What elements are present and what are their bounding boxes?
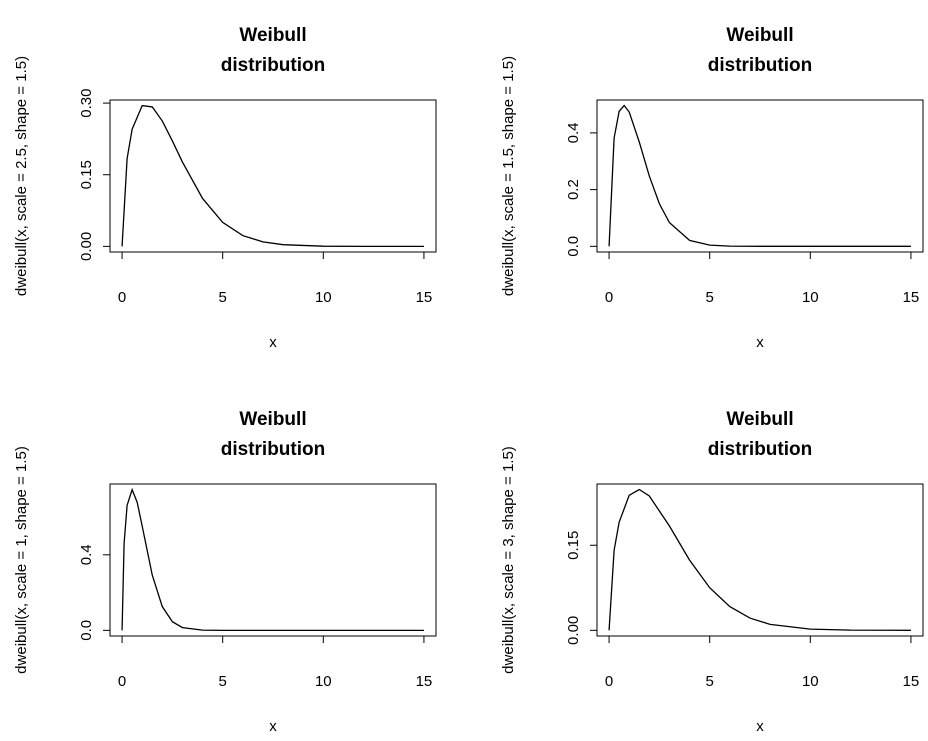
x-tick-label: 10 xyxy=(315,673,332,690)
x-tick-label: 15 xyxy=(416,289,433,306)
plot-frame xyxy=(596,99,924,253)
y-axis-label: dweibull(x, scale = 1, shape = 1.5) xyxy=(13,446,30,674)
y-axis-label: dweibull(x, scale = 2.5, shape = 1.5) xyxy=(13,56,30,296)
y-tick-label: 0.4 xyxy=(78,544,95,565)
plot-frame xyxy=(109,483,437,637)
x-axis-label: x xyxy=(269,334,277,351)
chart-title: distribution xyxy=(708,439,812,460)
x-axis-label: x xyxy=(269,718,277,735)
chart-title: distribution xyxy=(708,55,812,76)
density-line xyxy=(121,104,424,248)
panel: Weibull distribution x dweibull(x, scale = … xyxy=(13,409,437,735)
chart-title: Weibull xyxy=(726,25,793,46)
y-tick-label: 0.00 xyxy=(78,232,95,261)
x-tick-label: 15 xyxy=(416,673,433,690)
chart-title: Weibull xyxy=(726,409,793,430)
x-tick-label: 5 xyxy=(706,673,714,690)
y-tick-label: 0.2 xyxy=(565,179,582,200)
y-axis-label: dweibull(x, scale = 3, shape = 1.5) xyxy=(500,446,517,674)
y-tick-label: 0.4 xyxy=(565,122,582,143)
panel: Weibull distribution x dweibull(x, scale = … xyxy=(500,409,924,735)
plot-frame xyxy=(109,99,437,253)
density-line xyxy=(608,488,911,631)
x-tick-label: 0 xyxy=(118,289,126,306)
x-tick-label: 0 xyxy=(605,289,613,306)
chart-title: distribution xyxy=(221,439,325,460)
chart-title: Weibull xyxy=(239,409,306,430)
density-line xyxy=(608,104,911,247)
x-tick-label: 5 xyxy=(219,289,227,306)
panel: Weibull distribution x dweibull(x, scale = … xyxy=(13,25,437,351)
y-tick-label: 0.15 xyxy=(78,160,95,189)
x-tick-label: 10 xyxy=(802,289,819,306)
y-tick-label: 0.00 xyxy=(565,616,582,645)
panel: Weibull distribution x dweibull(x, scale = … xyxy=(500,25,924,351)
density-line xyxy=(121,487,424,631)
x-tick-label: 15 xyxy=(903,289,920,306)
x-tick-label: 0 xyxy=(118,673,126,690)
y-tick-label: 0.0 xyxy=(78,620,95,641)
y-tick-label: 0.15 xyxy=(565,531,582,560)
plot-frame xyxy=(596,483,924,637)
x-tick-label: 0 xyxy=(605,673,613,690)
y-tick-label: 0.30 xyxy=(78,89,95,118)
x-tick-label: 5 xyxy=(219,673,227,690)
chart-title: distribution xyxy=(221,55,325,76)
y-axis-label: dweibull(x, scale = 1.5, shape = 1.5) xyxy=(500,56,517,296)
x-tick-label: 5 xyxy=(706,289,714,306)
chart-title: Weibull xyxy=(239,25,306,46)
x-tick-label: 15 xyxy=(903,673,920,690)
y-tick-label: 0.0 xyxy=(565,236,582,257)
x-tick-label: 10 xyxy=(315,289,332,306)
x-axis-label: x xyxy=(756,718,764,735)
x-tick-label: 10 xyxy=(802,673,819,690)
x-axis-label: x xyxy=(756,334,764,351)
